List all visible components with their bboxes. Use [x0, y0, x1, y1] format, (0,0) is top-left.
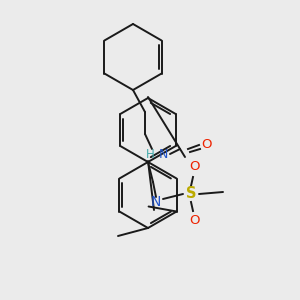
Text: N: N: [158, 148, 168, 160]
Text: S: S: [186, 187, 196, 202]
Text: N: N: [151, 195, 161, 209]
Text: H: H: [146, 148, 154, 160]
Text: O: O: [189, 214, 199, 227]
Text: O: O: [202, 137, 212, 151]
Text: O: O: [189, 160, 199, 173]
